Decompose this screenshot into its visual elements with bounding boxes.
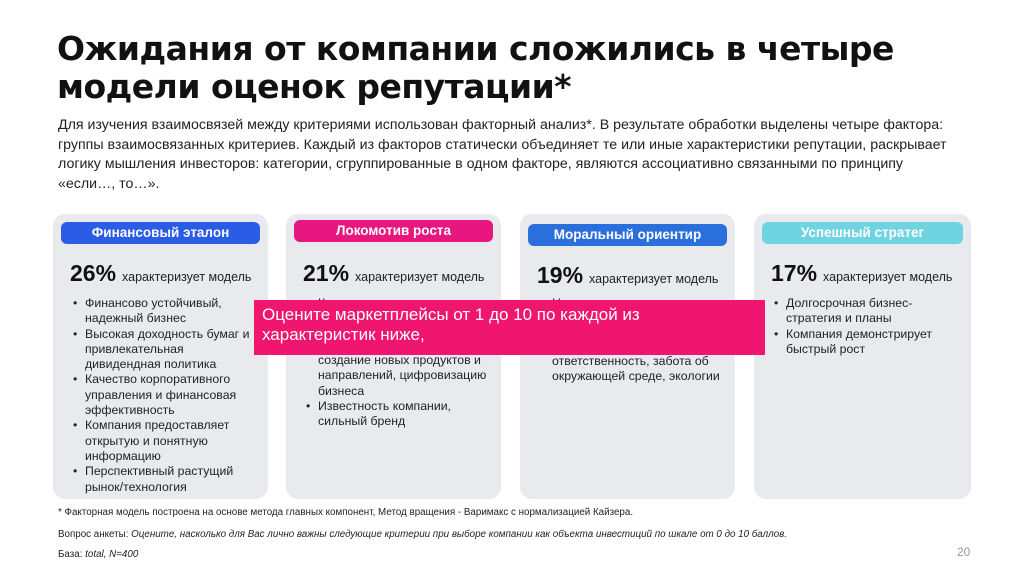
base-text: total, N=400 xyxy=(85,549,139,560)
model-share: 26% характеризует модель xyxy=(70,260,251,287)
bullet-item: Финансово устойчивый, надежный бизнес xyxy=(71,296,260,327)
model-percent-caption: характеризует модель xyxy=(823,270,953,284)
bullet-item: Качество корпоративного управления и фин… xyxy=(71,372,260,418)
model-share: 21% характеризует модель xyxy=(303,260,484,287)
bullet-item-continued: ответственность, забота об окружающей ср… xyxy=(538,354,727,385)
model-label-pill: Моральный ориентир xyxy=(528,224,727,246)
model-percent: 19% xyxy=(537,262,584,288)
bullet-item: Перспективный растущий рынок/технология xyxy=(71,464,260,495)
model-percent-caption: характеризует модель xyxy=(355,270,485,284)
bullet-item: Компания предоставляет открытую и понятн… xyxy=(71,418,260,464)
model-bullets-continued: создание новых продуктов и направлений, … xyxy=(304,353,493,429)
model-card-growth: Локомотив роста 21% характеризует модель… xyxy=(286,214,501,499)
model-percent: 26% xyxy=(70,260,117,286)
sample-base: База: total, N=400 xyxy=(58,549,138,560)
survey-question: Вопрос анкеты: Оцените, насколько для Ва… xyxy=(58,529,787,540)
bullet-item: Компания демонстрирует быстрый рост xyxy=(772,327,963,358)
model-bullets: Финансово устойчивый, надежный бизнес Вы… xyxy=(71,296,260,495)
model-label-pill: Успешный стратег xyxy=(762,222,963,244)
question-text: Оцените, насколько для Вас лично важны с… xyxy=(131,529,787,540)
bullet-item-continued: создание новых продуктов и направлений, … xyxy=(304,353,493,399)
model-share: 17% характеризует модель xyxy=(771,260,952,287)
model-label-pill: Локомотив роста xyxy=(294,220,493,242)
bullet-item: Долгосрочная бизнес-стратегия и планы xyxy=(772,296,963,327)
bullet-text: ответственность, забота об окружающей ср… xyxy=(552,354,720,384)
survey-question-banner: Оцените маркетплейсы от 1 до 10 по каждо… xyxy=(254,300,765,355)
model-card-strategist: Успешный стратег 17% характеризует модел… xyxy=(754,214,971,499)
bullet-item: Известность компании, сильный бренд xyxy=(304,399,493,430)
page-number: 20 xyxy=(957,545,971,559)
model-percent: 21% xyxy=(303,260,350,286)
question-label: Вопрос анкеты: xyxy=(58,529,129,540)
base-label: База: xyxy=(58,549,83,560)
model-percent: 17% xyxy=(771,260,818,286)
bullet-item: Высокая доходность бумаг и привлекательн… xyxy=(71,327,260,373)
bullet-text: создание новых продуктов и направлений, … xyxy=(318,353,487,398)
model-share: 19% характеризует модель xyxy=(537,262,718,289)
model-card-moral: Моральный ориентир 19% характеризует мод… xyxy=(520,214,735,499)
model-percent-caption: характеризует модель xyxy=(122,270,252,284)
model-bullets-continued: ответственность, забота об окружающей ср… xyxy=(538,354,727,385)
model-label-pill: Финансовый эталон xyxy=(61,222,260,244)
slide-title: Ожидания от компании сложились в четыре … xyxy=(57,29,894,106)
model-card-financial: Финансовый эталон 26% характеризует моде… xyxy=(53,214,268,499)
model-bullets: Долгосрочная бизнес-стратегия и планы Ко… xyxy=(772,296,963,357)
footnote: * Факторная модель построена на основе м… xyxy=(58,507,634,518)
model-percent-caption: характеризует модель xyxy=(589,272,719,286)
intro-paragraph: Для изучения взаимосвязей между критерия… xyxy=(58,117,947,192)
